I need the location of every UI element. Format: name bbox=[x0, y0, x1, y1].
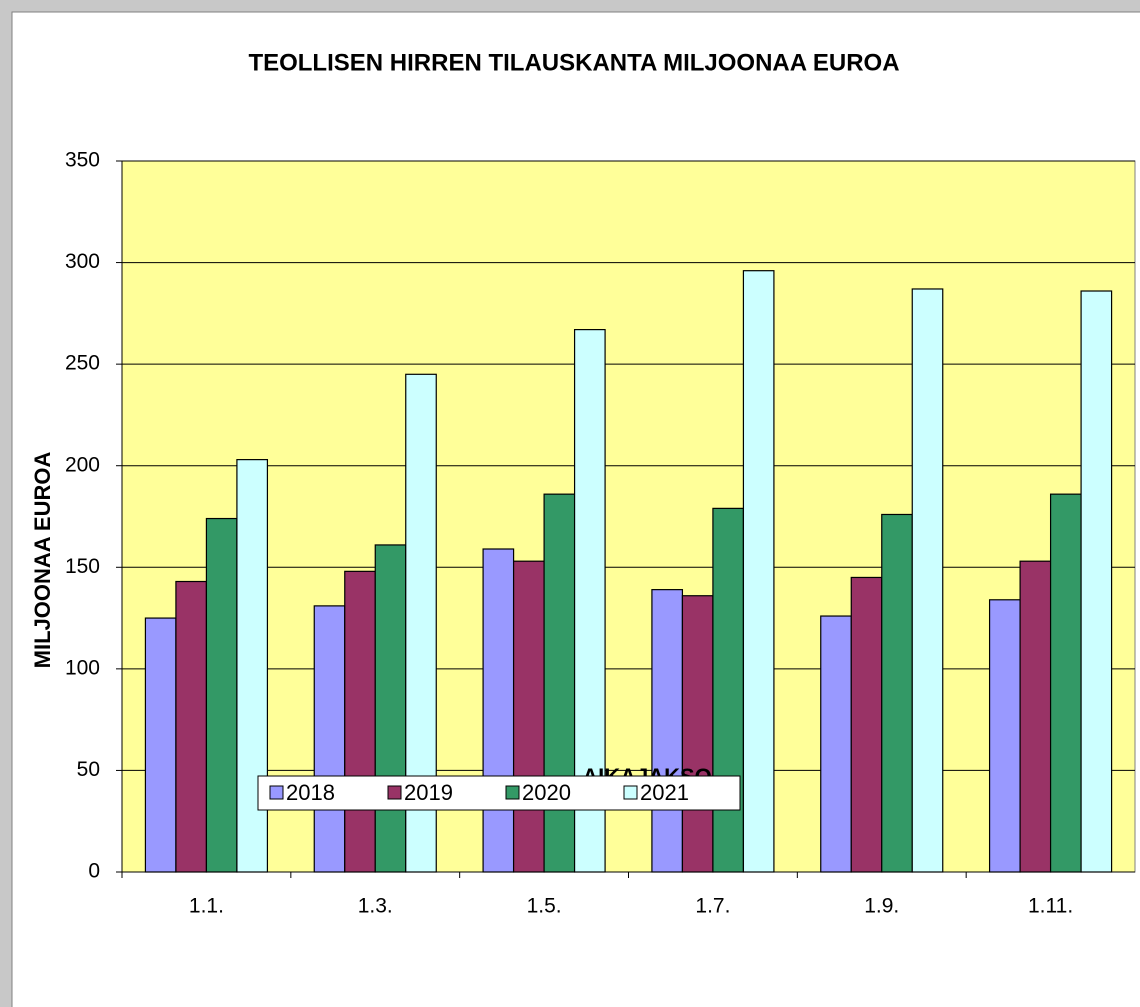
x-tick-label: 1.3. bbox=[358, 895, 393, 918]
y-tick-label: 250 bbox=[65, 352, 100, 375]
legend: 2018 2019 2020 2021 bbox=[257, 775, 741, 811]
bar bbox=[881, 513, 913, 873]
bar bbox=[512, 560, 545, 873]
y-tick-label: 150 bbox=[65, 555, 100, 578]
bar bbox=[988, 599, 1021, 873]
bar bbox=[681, 595, 714, 873]
bar bbox=[651, 589, 684, 873]
legend-label: 2021 bbox=[640, 780, 689, 805]
bar bbox=[820, 615, 852, 873]
legend-box bbox=[257, 775, 741, 811]
bar bbox=[911, 288, 944, 873]
x-tick-label: 1.7. bbox=[695, 895, 730, 918]
legend-label: 2018 bbox=[286, 780, 335, 805]
x-tick-label: 1.5. bbox=[527, 895, 562, 918]
x-tick-label: 1.11. bbox=[1028, 895, 1073, 918]
y-tick-label: 200 bbox=[65, 453, 100, 476]
legend-swatch bbox=[387, 785, 402, 800]
y-tick-label: 0 bbox=[88, 860, 100, 883]
legend-swatch bbox=[505, 785, 520, 800]
bar bbox=[175, 580, 208, 873]
y-axis-label: MILJOONAA EUROA bbox=[30, 452, 55, 669]
bar bbox=[344, 570, 376, 873]
bar bbox=[850, 576, 883, 873]
legend-swatch bbox=[623, 785, 638, 800]
x-tick-label: 1.1. bbox=[189, 895, 224, 918]
bar bbox=[712, 507, 745, 873]
bar bbox=[1019, 560, 1052, 873]
bar bbox=[205, 517, 238, 873]
y-tick-label: 350 bbox=[65, 149, 100, 172]
chart-title: TEOLLISEN HIRREN TILAUSKANTA MILJOONAA E… bbox=[248, 49, 899, 76]
legend-label: 2019 bbox=[404, 780, 453, 805]
x-tick-label: 1.9. bbox=[864, 895, 899, 918]
bar bbox=[144, 617, 177, 873]
plot-area bbox=[116, 160, 1136, 878]
bar bbox=[742, 270, 775, 873]
bar bbox=[374, 544, 407, 873]
y-tick-label: 50 bbox=[77, 758, 100, 781]
y-tick-label: 100 bbox=[65, 656, 100, 679]
bar bbox=[482, 548, 515, 873]
bar bbox=[543, 493, 576, 873]
bar bbox=[1080, 290, 1113, 873]
y-tick-label: 300 bbox=[65, 250, 100, 273]
bar bbox=[1049, 493, 1082, 873]
plot-background bbox=[121, 160, 1136, 873]
legend-label: 2020 bbox=[522, 780, 571, 805]
bar bbox=[313, 605, 346, 873]
legend-swatch bbox=[269, 785, 284, 800]
